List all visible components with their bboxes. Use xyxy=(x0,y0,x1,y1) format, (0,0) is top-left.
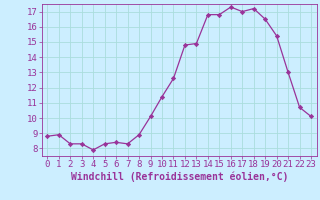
X-axis label: Windchill (Refroidissement éolien,°C): Windchill (Refroidissement éolien,°C) xyxy=(70,172,288,182)
